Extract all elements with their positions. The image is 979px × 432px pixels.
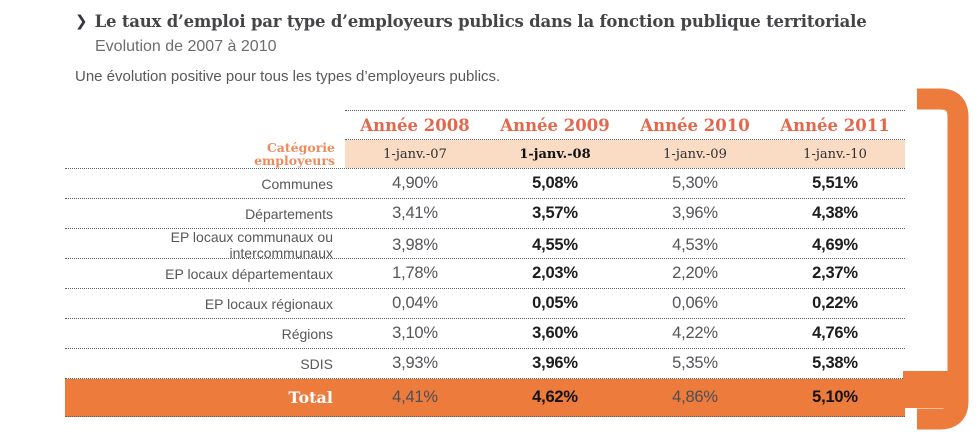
section-title: ❯ Le taux d’emploi par type d’employeurs … bbox=[75, 12, 905, 32]
subheader-janv-07: 1-janv.-07 bbox=[383, 146, 447, 162]
table-row-communes: Communes 4,90% 5,08% 5,30% 5,51% bbox=[65, 169, 905, 199]
table-row-total: Total 4,41% 4,62% 4,86% 5,10% bbox=[65, 379, 905, 417]
cell-value: 4,90% bbox=[392, 174, 438, 192]
cell-value: 5,08% bbox=[532, 174, 578, 192]
cell-value: 4,38% bbox=[812, 204, 858, 222]
table-row-regions: Régions 3,10% 3,60% 4,22% 4,76% bbox=[65, 319, 905, 349]
page-title: Le taux d’emploi par type d’employeurs p… bbox=[94, 12, 867, 31]
cell-value: 2,37% bbox=[812, 264, 858, 282]
cell-value: 4,76% bbox=[812, 324, 858, 342]
cell-value: 3,96% bbox=[532, 354, 578, 372]
total-value: 4,41% bbox=[392, 388, 438, 406]
cell-value: 3,41% bbox=[392, 204, 438, 222]
row-label: Départements bbox=[245, 205, 333, 222]
page-subtitle: Evolution de 2007 à 2010 bbox=[95, 38, 277, 55]
subheader-janv-08: 1-janv.-08 bbox=[519, 146, 591, 162]
cell-value: 5,35% bbox=[672, 354, 718, 372]
cell-value: 4,53% bbox=[672, 235, 718, 254]
date-subheaders: 1-janv.-07 1-janv.-08 1-janv.-09 1-janv.… bbox=[345, 140, 905, 168]
cell-value: 5,51% bbox=[812, 174, 858, 192]
cell-value: 0,06% bbox=[672, 294, 718, 312]
row-label: Communes bbox=[261, 175, 333, 192]
cell-value: 5,38% bbox=[812, 354, 858, 372]
column-header-annee-2010: Année 2010 bbox=[640, 115, 750, 135]
cell-value: 2,20% bbox=[672, 264, 718, 282]
cell-value: 0,05% bbox=[532, 294, 578, 312]
employment-rate-table: Année 2008 Année 2009 Année 2010 Année 2… bbox=[65, 110, 905, 417]
row-label: EP locaux régionaux bbox=[204, 295, 333, 312]
cell-value: 2,03% bbox=[532, 264, 578, 282]
cell-value: 3,10% bbox=[392, 324, 438, 342]
row-label: EP locaux départementaux bbox=[165, 265, 333, 282]
subheader-janv-10: 1-janv.-10 bbox=[803, 146, 867, 162]
table-row-ep-locaux-regionaux: EP locaux régionaux 0,04% 0,05% 0,06% 0,… bbox=[65, 289, 905, 319]
cell-value: 3,98% bbox=[392, 235, 438, 254]
cell-value: 1,78% bbox=[392, 264, 438, 282]
subheader-janv-09: 1-janv.-09 bbox=[663, 146, 727, 162]
row-label: EP locaux communaux ou intercommunaux bbox=[170, 229, 333, 261]
column-header-annee-2009: Année 2009 bbox=[500, 115, 610, 135]
cell-value: 4,55% bbox=[532, 235, 578, 254]
cell-value: 3,60% bbox=[532, 324, 578, 342]
total-value: 4,86% bbox=[672, 388, 718, 406]
cell-value: 0,04% bbox=[392, 294, 438, 312]
intro-text: Une évolution positive pour tous les typ… bbox=[75, 68, 501, 85]
row-header-line2: employeurs bbox=[254, 153, 335, 168]
cell-value: 3,57% bbox=[532, 204, 578, 222]
row-label: SDIS bbox=[300, 355, 333, 372]
column-header-annee-2011: Année 2011 bbox=[780, 115, 890, 135]
cell-value: 4,69% bbox=[812, 235, 858, 254]
cell-value: 4,22% bbox=[672, 324, 718, 342]
table-row-sdis: SDIS 3,93% 3,96% 5,35% 5,38% bbox=[65, 349, 905, 379]
cell-value: 3,96% bbox=[672, 204, 718, 222]
table-row-ep-locaux-communaux: EP locaux communaux ou intercommunaux 3,… bbox=[65, 229, 905, 261]
table-subheader-row: Catégorie employeurs 1-janv.-07 1-janv.-… bbox=[65, 140, 905, 169]
total-label: Total bbox=[288, 388, 333, 407]
cell-value: 0,22% bbox=[812, 294, 858, 312]
total-value: 5,10% bbox=[812, 388, 858, 406]
chevron-right-icon: ❯ bbox=[75, 12, 88, 30]
total-value: 4,62% bbox=[532, 388, 578, 406]
row-header-line1: Catégorie bbox=[266, 139, 335, 155]
table-year-header-row: Année 2008 Année 2009 Année 2010 Année 2… bbox=[65, 110, 905, 140]
row-header-label: Catégorie employeurs bbox=[65, 140, 345, 168]
table-row-departements: Départements 3,41% 3,57% 3,96% 4,38% bbox=[65, 199, 905, 229]
bracket-decoration bbox=[903, 88, 969, 430]
year-headers: Année 2008 Année 2009 Année 2010 Année 2… bbox=[345, 110, 905, 140]
cell-value: 5,30% bbox=[672, 174, 718, 192]
table-row-ep-locaux-departementaux: EP locaux départementaux 1,78% 2,03% 2,2… bbox=[65, 259, 905, 289]
column-header-annee-2008: Année 2008 bbox=[360, 115, 470, 135]
row-label: Régions bbox=[281, 325, 333, 342]
header-spacer bbox=[65, 110, 345, 140]
cell-value: 3,93% bbox=[392, 354, 438, 372]
